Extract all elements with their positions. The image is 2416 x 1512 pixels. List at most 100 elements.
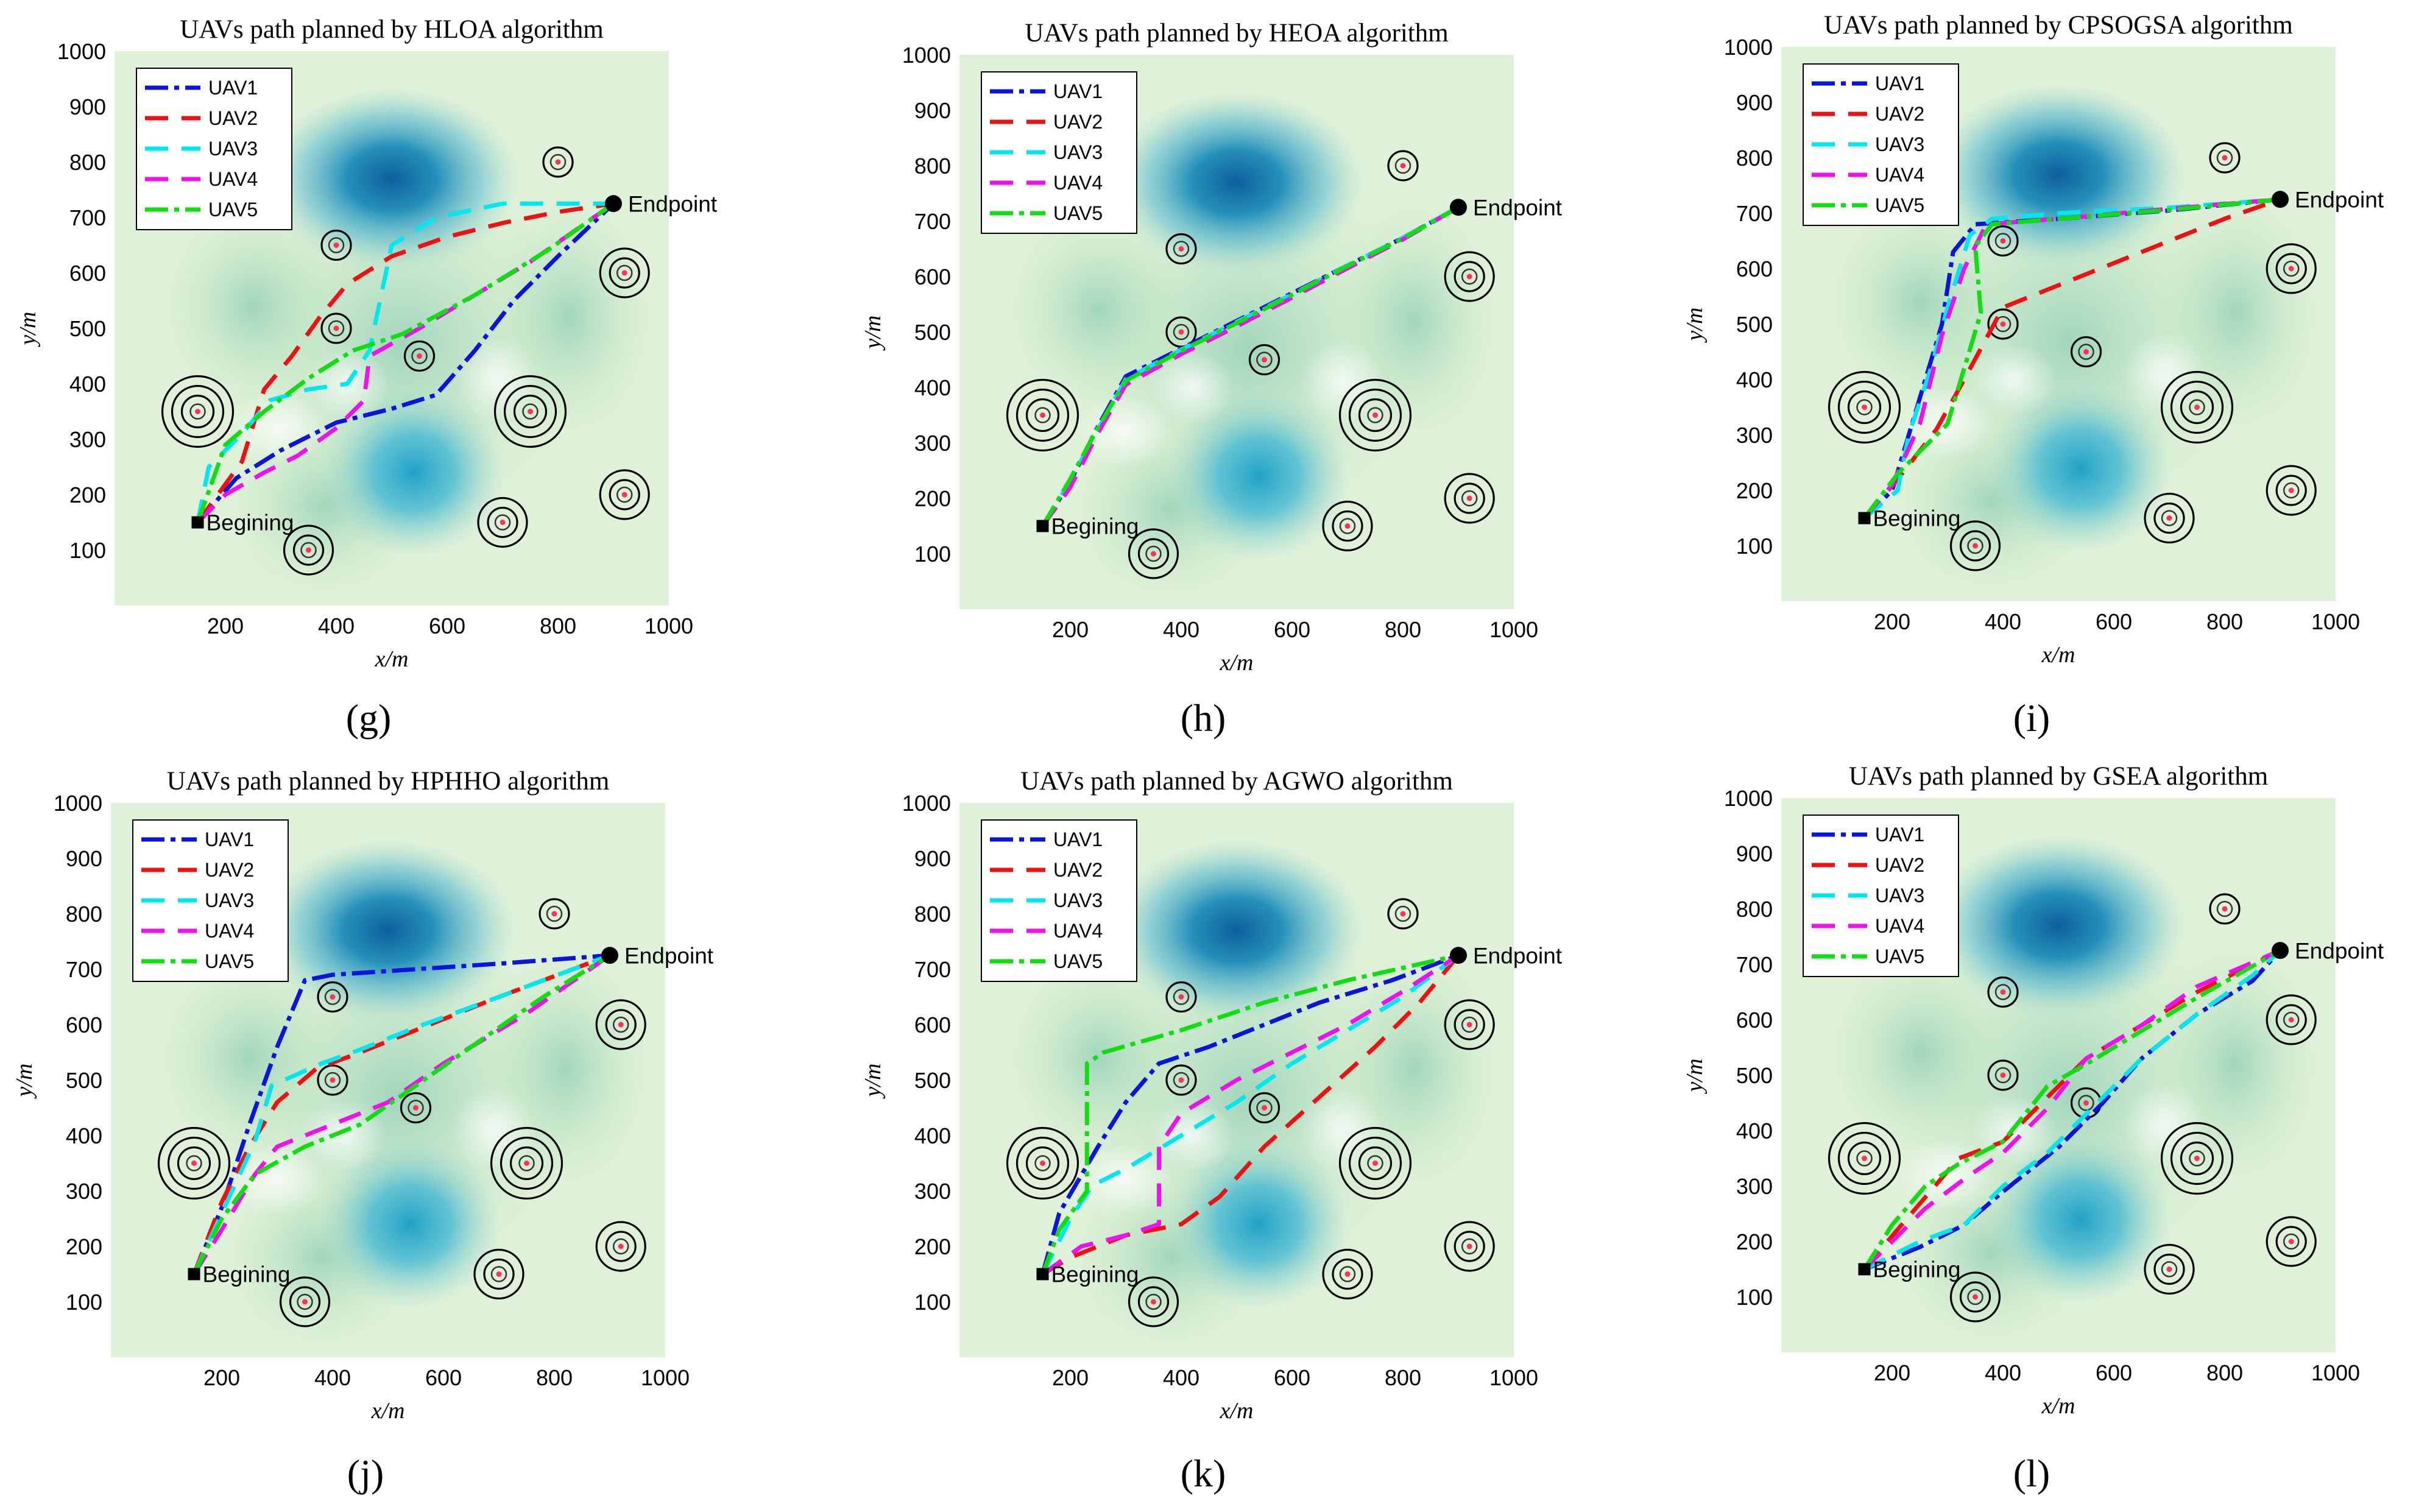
y-tick-label: 400 [1736,1118,1773,1143]
threat-ring [1828,1122,1901,1195]
threat-ring [411,348,428,364]
threat-ring [1461,1238,1478,1255]
threat-center [195,409,200,414]
x-tick-label: 800 [2206,1360,2243,1385]
threat-ring [513,394,548,429]
threat-ring [2078,1095,2094,1111]
threat-zone [595,1221,646,1272]
threat-zone [1987,976,2019,1008]
threat-ring [609,257,640,289]
threat-zone [1444,999,1495,1050]
plot-area: Begining Endpoint UAV1 UAV2 UAV3 UAV4 UAV5 [959,55,1563,609]
terrain-saddle [1077,395,1174,468]
threat-ring [2266,994,2317,1045]
x-tick-label: 400 [318,613,355,638]
y-tick-label: 500 [914,1068,951,1093]
series-line-uav3 [1863,197,2281,520]
threat-zone [1987,225,2019,257]
series-line-uav1 [1040,953,1460,1275]
threat-zone [1322,500,1373,552]
legend-entry: UAV5 [208,199,258,221]
threat-center [524,1160,529,1166]
threat-ring [522,403,539,420]
y-tick-label: 200 [914,486,951,511]
threat-ring [542,146,574,178]
threat-ring [1444,473,1495,524]
chart-title: UAVs path planned by HPHHO algorithm [167,767,610,796]
threat-ring [539,898,570,930]
threat-ring [1967,1288,1983,1305]
threat-ring [2160,1122,2234,1195]
threat-ring [1034,407,1051,423]
x-axis-label: x/m [1220,1398,1254,1424]
threat-ring [1828,370,1901,444]
threat-ring [1173,1072,1190,1089]
threat-ring [2170,1131,2224,1185]
series-line-uav5 [1862,197,2281,520]
threat-center [1372,412,1378,418]
threat-ring [2266,243,2317,294]
threat-zone [1322,1248,1373,1300]
threat-ring [1256,352,1273,368]
x-tick-label: 400 [1985,609,2021,634]
y-tick-label: 600 [1736,1008,1773,1033]
panel-h: UAVs path planned by HEOA algorithm Begin… [860,19,1563,740]
x-tick-label: 1000 [2311,609,2360,634]
threat-center [2222,155,2228,161]
series-line-uav3 [196,201,613,523]
terrain-peak-large [264,87,520,270]
threat-ring [2209,893,2241,925]
y-tick-label: 800 [1736,897,1773,922]
threat-ring [612,1238,629,1255]
threat-center [417,353,422,359]
threat-ring [2160,370,2234,444]
threat-ring [1322,1248,1373,1300]
threat-zone [2144,1243,2195,1295]
legend-entry: UAV5 [1875,945,1924,967]
y-tick-label: 700 [69,205,106,230]
threat-ring [292,534,325,566]
legend-entry: UAV3 [1053,141,1103,163]
y-tick-label: 600 [66,1012,102,1037]
x-tick-label: 1000 [2311,1360,2360,1385]
threat-ring [1165,981,1197,1013]
series-line-uav3 [1863,949,2282,1271]
threat-ring [1006,378,1079,452]
terrain-saddle [454,335,540,421]
x-tick-label: 800 [536,1365,573,1390]
panel-g: UAVs path planned by HLOA algorithm Begin… [15,15,718,740]
x-tick-label: 600 [2096,609,2132,634]
threat-ring [180,394,215,429]
y-tick-label: 400 [69,372,106,397]
threat-zone [1387,898,1419,930]
threat-ring [2070,336,2102,368]
threat-ring [324,989,341,1005]
threat-ring [1173,989,1190,1005]
terrain-peak-large [1109,839,1365,1022]
threat-center [500,520,506,525]
legend-entry: UAV3 [1875,133,1924,155]
threat-ring [328,320,345,337]
threat-ring [2216,900,2233,917]
x-axis-label: x/m [2041,1393,2075,1419]
threat-zone [1338,1126,1412,1200]
end-label: Endpoint [2295,938,2384,963]
threat-zone [2160,370,2234,444]
series-line-uav5 [1862,949,2281,1271]
threat-center [2000,321,2006,327]
y-tick-label: 300 [914,1179,951,1204]
chart-title: UAVs path planned by HEOA algorithm [1025,19,1449,48]
threat-ring [1994,984,2012,1000]
threat-center [1040,412,1045,418]
terrain-peak-small [322,387,506,558]
y-tick-label: 400 [914,375,951,400]
end-marker [1450,947,1467,964]
threat-ring [612,1016,629,1033]
threat-ring [494,514,511,531]
start-marker [191,516,204,529]
terrain-saddle [301,1099,387,1172]
threat-zone [493,375,567,448]
panel-k: UAVs path planned by AGWO algorithm Begin… [860,767,1563,1495]
series-line-uav5 [196,202,615,523]
threat-center [551,911,557,917]
